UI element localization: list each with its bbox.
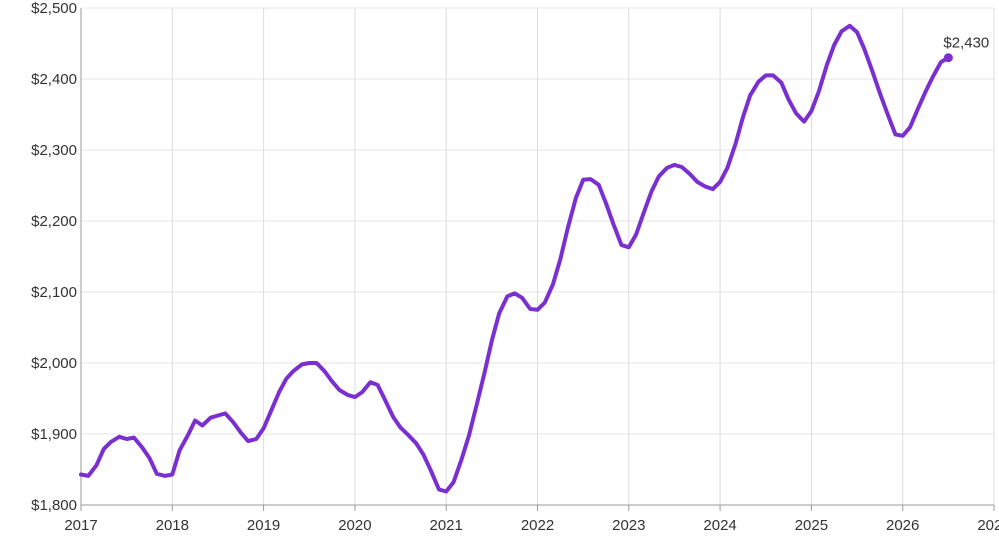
y-tick-label: $2,400 <box>31 71 77 88</box>
x-tick-label: 2022 <box>521 517 554 534</box>
y-tick-label: $1,800 <box>31 497 77 514</box>
grid <box>80 7 995 506</box>
x-tick-label: 2027 <box>977 517 999 534</box>
x-tick-label: 2024 <box>703 517 736 534</box>
y-tick-label: $2,000 <box>31 355 77 372</box>
end-value-label: $2,430 <box>943 35 989 52</box>
x-tick-label: 2026 <box>886 517 919 534</box>
x-tick-label: 2017 <box>64 517 97 534</box>
x-tick-label: 2021 <box>430 517 463 534</box>
annotations: $2,430 <box>943 35 989 52</box>
y-tick-label: $2,500 <box>31 0 77 17</box>
series <box>79 23 953 494</box>
y-tick-label: $2,100 <box>31 284 77 301</box>
end-point-marker <box>943 53 953 63</box>
x-tick-label: 2023 <box>612 517 645 534</box>
axes <box>80 8 995 511</box>
y-tick-label: $2,200 <box>31 213 77 230</box>
tick-labels: $1,800 $1,900 $2,000 $2,100 $2,200 $2,300 $2,4… <box>31 0 999 534</box>
x-tick-label: 2020 <box>338 517 371 534</box>
y-tick-label: $2,300 <box>31 142 77 159</box>
x-tick-label: 2018 <box>156 517 189 534</box>
x-tick-label: 2025 <box>795 517 828 534</box>
y-tick-label: $1,900 <box>31 426 77 443</box>
x-tick-label: 2019 <box>247 517 280 534</box>
series-line <box>79 23 951 494</box>
